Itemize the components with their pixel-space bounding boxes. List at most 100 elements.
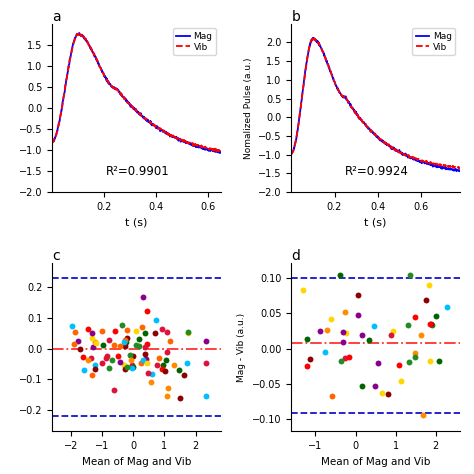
Point <box>161 367 168 375</box>
Point <box>137 359 145 366</box>
Point <box>328 392 336 400</box>
Point <box>387 331 395 339</box>
Point <box>142 356 150 363</box>
Point <box>306 355 314 363</box>
Point <box>126 351 133 359</box>
Text: b: b <box>292 9 300 24</box>
Point <box>339 328 346 336</box>
Point <box>418 331 425 338</box>
Point <box>109 356 116 364</box>
Point <box>121 342 129 349</box>
Point <box>88 334 95 342</box>
Point <box>74 337 82 345</box>
Point <box>303 362 311 370</box>
Point <box>384 390 392 397</box>
Point <box>343 329 350 337</box>
Point <box>346 353 353 360</box>
Point <box>370 322 378 330</box>
Point <box>419 411 427 419</box>
Vib <box>149 121 155 127</box>
Point <box>432 312 440 319</box>
Point <box>85 356 92 364</box>
Vib <box>332 80 338 86</box>
Point <box>166 337 174 345</box>
Mag <box>416 157 421 163</box>
Point <box>321 348 329 356</box>
Mag <box>401 151 407 157</box>
Point <box>145 369 152 376</box>
Point <box>141 329 148 337</box>
Point <box>93 339 100 346</box>
Vib <box>49 139 55 145</box>
Mag <box>76 30 82 36</box>
Point <box>425 281 433 289</box>
Point <box>155 354 163 362</box>
Point <box>365 336 373 343</box>
Vib <box>319 46 324 52</box>
Mag <box>456 169 462 174</box>
Point <box>98 359 106 367</box>
Line: Mag: Mag <box>292 38 460 172</box>
Mag <box>388 144 394 149</box>
Point <box>426 357 433 365</box>
Line: Vib: Vib <box>52 34 220 151</box>
X-axis label: Mean of Mag and Vib: Mean of Mag and Vib <box>82 456 191 466</box>
Point <box>341 308 349 315</box>
Mag <box>49 138 55 144</box>
Point <box>316 327 323 335</box>
Point <box>76 346 84 353</box>
Point <box>87 354 94 362</box>
Point <box>202 392 210 400</box>
Point <box>121 365 129 373</box>
Point <box>422 296 429 303</box>
Point <box>144 307 151 315</box>
Vib <box>218 148 223 154</box>
Text: R²=0.9901: R²=0.9901 <box>106 165 170 178</box>
Vib <box>79 32 85 38</box>
Point <box>120 338 128 346</box>
Point <box>435 357 442 365</box>
Point <box>371 382 379 390</box>
Vib <box>456 165 462 171</box>
Point <box>299 286 307 294</box>
Point <box>158 326 165 333</box>
Point <box>337 357 345 365</box>
Point <box>374 359 382 366</box>
Vib <box>176 137 182 142</box>
Point <box>123 363 131 371</box>
Point <box>110 387 118 394</box>
Point <box>405 358 413 365</box>
X-axis label: t (s): t (s) <box>365 218 387 228</box>
Point <box>84 325 91 333</box>
Point <box>91 338 99 346</box>
Point <box>389 327 397 334</box>
Line: Vib: Vib <box>292 37 460 168</box>
Point <box>141 350 148 358</box>
Point <box>411 354 419 361</box>
Point <box>170 361 177 369</box>
Point <box>79 354 87 361</box>
Legend: Mag, Vib: Mag, Vib <box>173 28 216 55</box>
Point <box>88 329 96 337</box>
Point <box>70 340 78 347</box>
Point <box>142 343 149 351</box>
Point <box>129 364 137 371</box>
Point <box>355 311 362 319</box>
Text: c: c <box>52 249 60 263</box>
Vib <box>365 125 371 130</box>
Vib <box>213 148 219 154</box>
Point <box>116 342 124 349</box>
Point <box>124 326 131 333</box>
Point <box>184 328 192 336</box>
Vib <box>162 130 168 136</box>
Point <box>139 294 147 301</box>
Vib <box>457 165 463 171</box>
Point <box>337 271 344 279</box>
Mag <box>126 100 131 106</box>
Vib <box>126 100 131 106</box>
Point <box>133 341 140 348</box>
Point <box>105 336 112 344</box>
Point <box>184 329 192 337</box>
Mag <box>217 150 222 155</box>
Point <box>123 334 131 342</box>
